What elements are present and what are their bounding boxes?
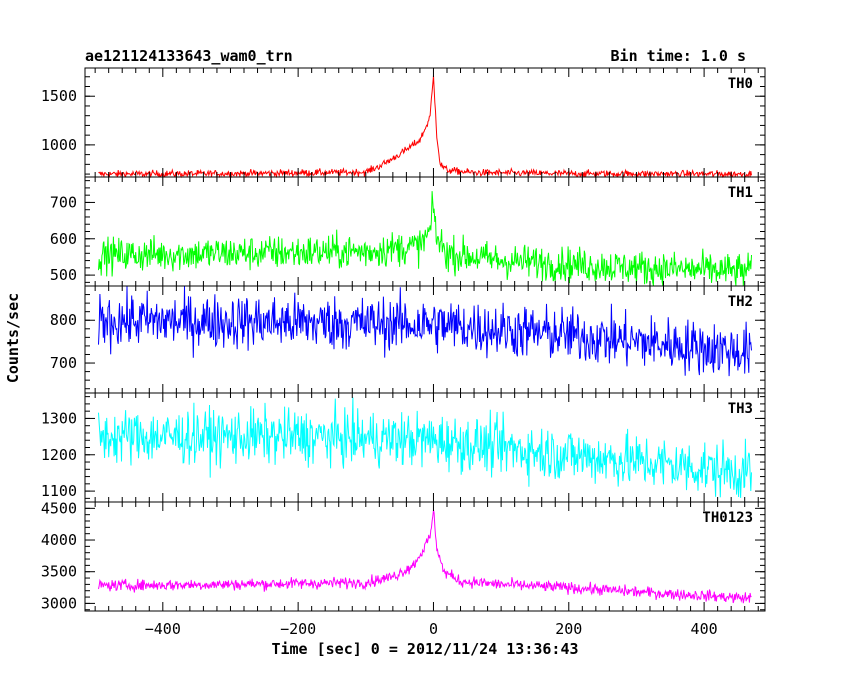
panel-th0: 1000 1500 TH0 [41,67,766,179]
x-axis-label: Time [sec] 0 = 2012/11/24 13:36:43 [271,640,578,658]
chart-title: ae121124133643_wam0_trn [85,47,293,65]
series-line-th2 [98,286,752,377]
panels-group: 1000 1500 TH0 500 600 700 TH1 700 800 TH2 1100 1200… [41,67,766,612]
series-line-th0 [98,75,752,179]
x-tick-label: −400 [145,620,181,638]
y-tick-label: 1500 [41,87,77,105]
y-tick-label: 800 [50,311,77,329]
panel-label-th3: TH3 [728,401,753,417]
y-tick-label: 600 [50,230,77,248]
y-tick-label: 3000 [41,594,77,612]
series-line-th1 [98,191,752,286]
panel-label-th0123: TH0123 [702,510,753,526]
y-tick-label: 1200 [41,446,77,464]
y-tick-label: 1100 [41,482,77,500]
panel-frame [84,501,766,612]
panel-th1: 500 600 700 TH1 [50,176,766,287]
x-tick-label: −200 [280,620,316,638]
panel-label-th0: TH0 [728,76,753,92]
x-tick-labels: −400 −200 0 200 400 [145,620,718,638]
y-tick-label: 700 [50,193,77,211]
series-line-th0123 [98,509,752,604]
series-line-th3 [98,397,752,498]
y-tick-label: 1000 [41,136,77,154]
x-tick-label: 0 [429,620,438,638]
y-tick-label: 700 [50,354,77,372]
y-tick-label: 1300 [41,409,77,427]
x-tick-label: 400 [691,620,718,638]
y-axis-label: Counts/sec [4,293,22,383]
y-tick-label: 3500 [41,563,77,581]
bin-time-label: Bin time: 1.0 s [611,47,746,65]
y-tick-label: 500 [50,266,77,284]
panel-th3: 1100 1200 1300 TH3 [41,392,766,503]
y-tick-label: 4000 [41,531,77,549]
panel-label-th1: TH1 [728,185,753,201]
panel-label-th2: TH2 [728,294,753,310]
panel-th2: 700 800 TH2 [50,285,766,394]
panel-th0123: 3000 3500 4000 4500 TH0123 [41,499,766,612]
y-tick-label: 4500 [41,499,77,517]
x-tick-label: 200 [555,620,582,638]
panel-frame [84,67,766,178]
